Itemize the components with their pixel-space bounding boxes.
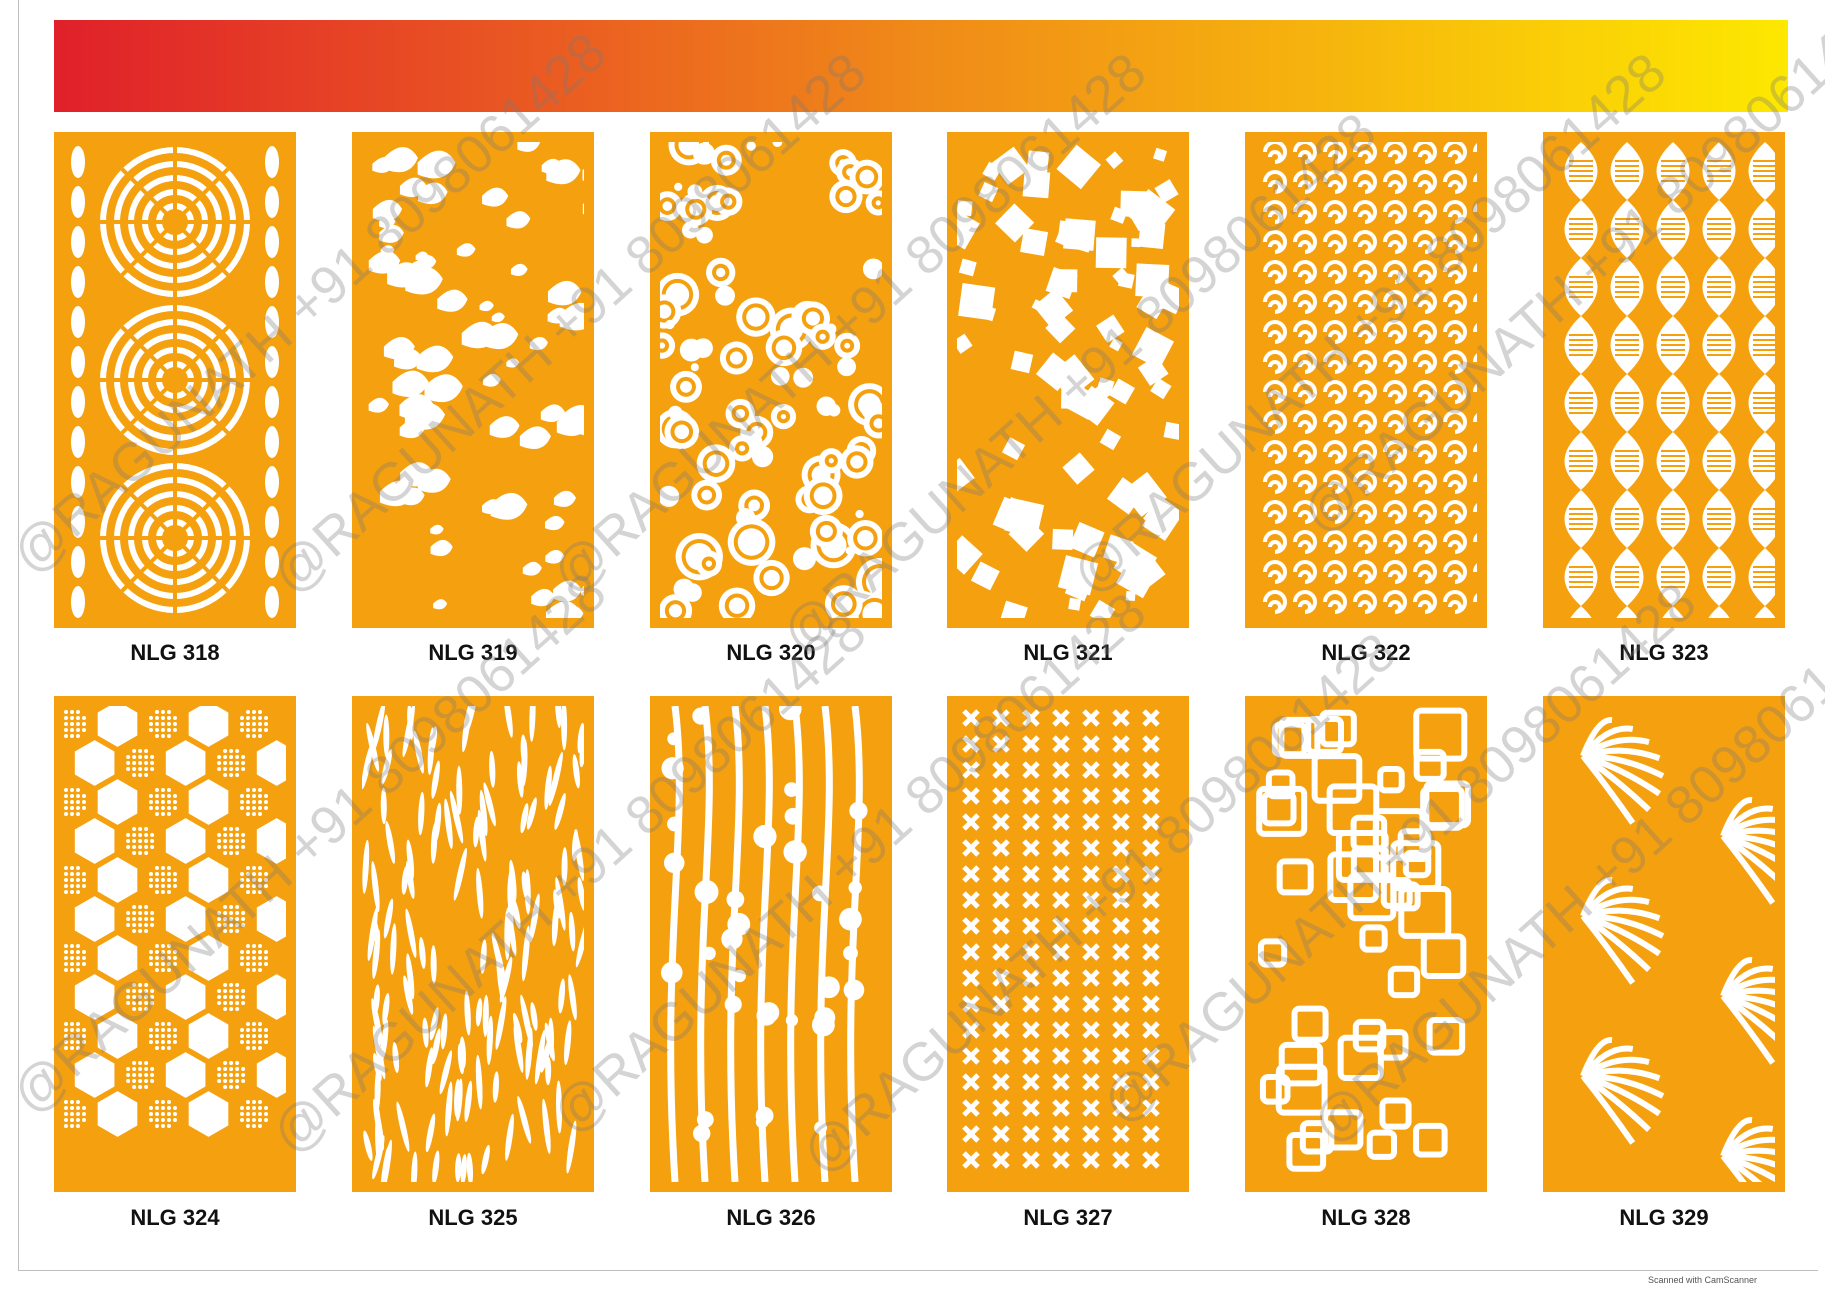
scan-note: Scanned with CamScanner <box>1647 1275 1757 1285</box>
panel-label: NLG 324 <box>130 1205 220 1230</box>
design-panel-nlg-321 <box>947 132 1189 628</box>
panel-label: NLG 323 <box>1619 640 1709 665</box>
bottom-border-line <box>18 1270 1818 1271</box>
design-panel-nlg-329 <box>1543 696 1785 1192</box>
design-panel-nlg-324 <box>54 696 296 1192</box>
design-panel-nlg-327 <box>947 696 1189 1192</box>
design-panel-nlg-318 <box>54 132 296 628</box>
design-panel-nlg-322 <box>1245 132 1487 628</box>
panel-label: NLG 328 <box>1321 1205 1411 1230</box>
panel-label: NLG 326 <box>726 1205 816 1230</box>
panel-label: NLG 327 <box>1023 1205 1113 1230</box>
design-panel-nlg-320 <box>650 132 892 628</box>
panel-label: NLG 329 <box>1619 1205 1709 1230</box>
design-panel-nlg-319 <box>352 132 594 628</box>
panel-label: NLG 320 <box>726 640 816 665</box>
panel-label: NLG 318 <box>130 640 220 665</box>
panel-label: NLG 319 <box>428 640 518 665</box>
panel-label: NLG 321 <box>1023 640 1113 665</box>
panel-label: NLG 325 <box>428 1205 518 1230</box>
design-panel-nlg-323 <box>1543 132 1785 628</box>
design-panel-nlg-328 <box>1245 696 1487 1192</box>
panel-label: NLG 322 <box>1321 640 1411 665</box>
left-border-line <box>18 0 19 1270</box>
gradient-banner <box>54 20 1788 112</box>
design-panel-nlg-326 <box>650 696 892 1192</box>
design-panel-nlg-325 <box>352 696 594 1192</box>
